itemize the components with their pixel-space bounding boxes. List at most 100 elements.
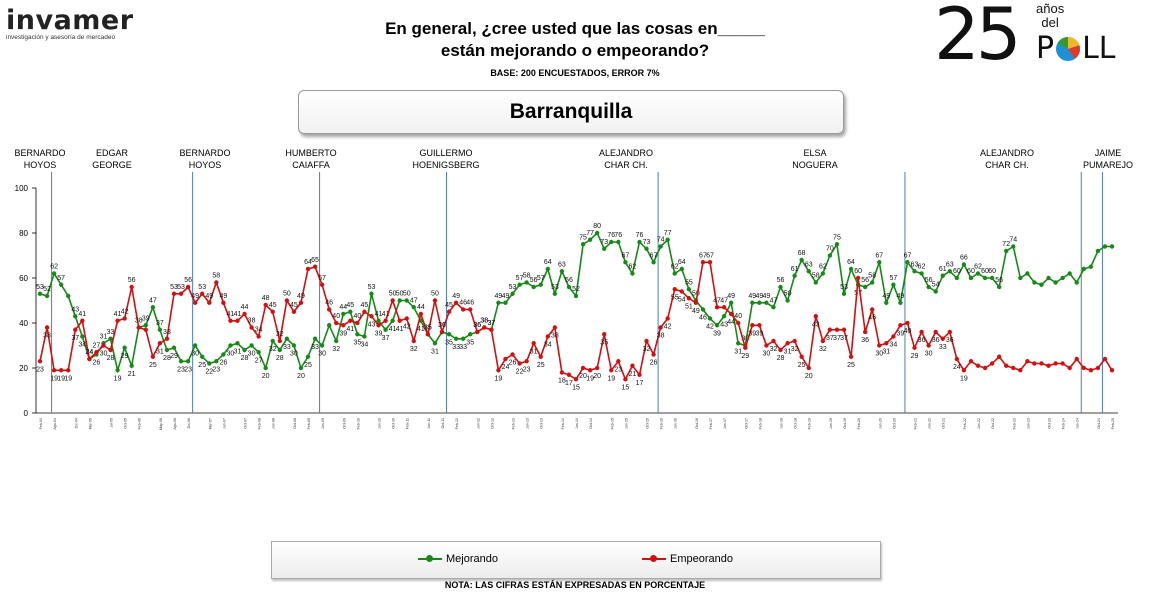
data-label-empeorando: 32 — [276, 331, 284, 338]
data-label-mejorando: 56 — [565, 277, 573, 284]
point-mejorando — [870, 280, 875, 285]
point-empeorando — [439, 329, 445, 335]
point-empeorando — [531, 341, 536, 346]
x-tick-label: Jun-21 — [928, 418, 932, 429]
data-label-mejorando: 34 — [361, 342, 369, 349]
point-empeorando — [1081, 365, 1086, 371]
point-mejorando — [1095, 248, 1101, 254]
data-label-mejorando: 49 — [897, 293, 905, 300]
point-empeorando — [460, 307, 466, 312]
point-empeorando — [757, 323, 762, 328]
data-label-empeorando: 25 — [798, 362, 806, 369]
y-tick-label: 20 — [19, 364, 28, 373]
point-empeorando — [418, 311, 424, 317]
point-empeorando — [884, 341, 889, 346]
point-empeorando — [912, 345, 917, 350]
point-mejorando — [827, 253, 833, 258]
point-empeorando — [933, 329, 938, 335]
point-mejorando — [968, 275, 974, 281]
data-label-mejorando: 50 — [784, 291, 792, 298]
point-empeorando — [975, 363, 981, 368]
point-mejorando — [1102, 244, 1108, 249]
x-tick-label: Feb-24 — [1062, 418, 1066, 429]
data-label-empeorando: 27 — [93, 342, 101, 349]
x-tick-label: Oct-12 — [490, 418, 494, 429]
point-empeorando — [587, 368, 593, 373]
point-empeorando — [143, 327, 148, 332]
point-empeorando — [1039, 361, 1044, 366]
point-empeorando — [277, 338, 282, 344]
data-label-mejorando: 76 — [636, 232, 644, 239]
data-label-mejorando: 35 — [466, 339, 474, 346]
point-empeorando — [658, 325, 663, 330]
data-label-mejorando: 36 — [473, 322, 481, 329]
point-mejorando — [989, 275, 995, 281]
point-empeorando — [178, 291, 184, 296]
data-label-empeorando: 42 — [403, 324, 411, 331]
point-mejorando — [898, 300, 903, 305]
point-empeorando — [679, 289, 684, 294]
data-label-mejorando: 60 — [988, 268, 996, 275]
point-empeorando — [341, 323, 346, 328]
data-label-empeorando: 32 — [770, 346, 778, 353]
point-empeorando — [609, 368, 614, 373]
data-label-mejorando: 31 — [431, 348, 439, 355]
x-tick-label: Jun-07 — [222, 418, 226, 429]
data-label-mejorando: 28 — [163, 355, 171, 362]
data-label-mejorando: 68 — [798, 250, 806, 257]
point-empeorando — [566, 372, 572, 377]
point-empeorando — [94, 350, 99, 355]
data-label-empeorando: 53 — [177, 284, 185, 291]
data-label-mejorando: 56 — [777, 277, 785, 284]
data-label-empeorando: 41 — [114, 311, 122, 318]
x-tick-label: Jun-11 — [427, 418, 431, 429]
data-label-empeorando: 28 — [777, 355, 785, 362]
point-empeorando — [778, 347, 783, 353]
data-label-empeorando: 38 — [248, 318, 256, 325]
point-mejorando — [496, 300, 501, 305]
point-empeorando — [44, 325, 50, 330]
point-empeorando — [489, 327, 494, 332]
data-label-empeorando: 22 — [516, 369, 524, 376]
x-tick-label: Dic-04 — [74, 418, 78, 428]
point-empeorando — [785, 341, 790, 346]
poll-anos-del: años del — [1036, 2, 1064, 30]
data-label-empeorando: 25 — [149, 362, 157, 369]
point-empeorando — [270, 309, 275, 314]
point-mejorando — [404, 298, 409, 303]
data-label-mejorando: 50 — [403, 291, 411, 298]
point-mejorando — [961, 262, 967, 267]
point-empeorando — [707, 260, 713, 265]
data-label-empeorando: 40 — [353, 313, 361, 320]
point-empeorando — [1032, 361, 1037, 366]
point-empeorando — [298, 300, 304, 305]
point-mejorando — [256, 350, 261, 355]
point-mejorando — [517, 282, 522, 287]
data-label-mejorando: 62 — [819, 264, 827, 271]
point-empeorando — [37, 359, 43, 364]
data-label-empeorando: 19 — [64, 375, 72, 382]
point-empeorando — [1102, 356, 1108, 362]
point-mejorando — [813, 280, 818, 285]
data-label-empeorando: 28 — [107, 355, 115, 362]
point-mejorando — [369, 291, 374, 296]
data-label-mejorando: 62 — [50, 264, 58, 271]
data-label-mejorando: 47 — [770, 297, 778, 304]
data-label-empeorando: 65 — [311, 257, 319, 264]
data-label-mejorando: 67 — [621, 252, 629, 259]
point-mejorando — [714, 323, 720, 328]
point-empeorando — [249, 325, 254, 330]
point-empeorando — [291, 309, 297, 314]
x-tick-label: Oct-22 — [991, 418, 995, 429]
y-tick-label: 80 — [19, 229, 28, 238]
point-mejorando — [1004, 248, 1009, 254]
point-empeorando — [602, 332, 607, 337]
point-mejorando — [877, 260, 882, 265]
data-label-mejorando: 49 — [755, 293, 763, 300]
point-mejorando — [905, 260, 910, 265]
data-label-empeorando: 46 — [325, 300, 333, 307]
point-empeorando — [940, 336, 945, 341]
x-tick-label: Feb-10 — [356, 418, 360, 429]
data-label-empeorando: 36 — [473, 322, 481, 329]
point-empeorando — [996, 354, 1002, 359]
